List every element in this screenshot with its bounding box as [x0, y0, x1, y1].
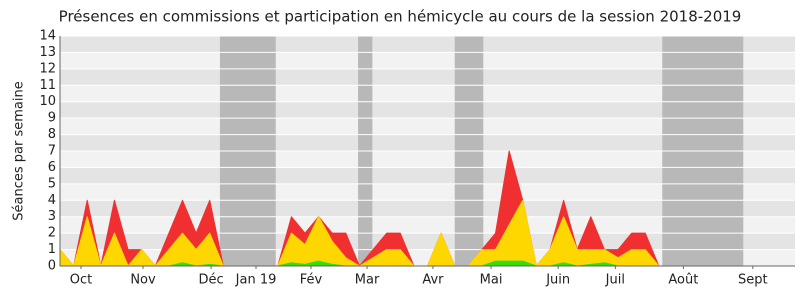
x-tick-label: Nov — [130, 273, 156, 288]
x-tick-label: Déc — [199, 273, 224, 288]
y-tick-label: 14 — [39, 29, 56, 44]
y-tick-label: 7 — [48, 144, 56, 159]
y-tick-label: 12 — [39, 61, 56, 76]
y-tick-label: 2 — [48, 226, 56, 241]
x-tick-label: Avr — [422, 273, 444, 288]
y-tick-label: 13 — [39, 45, 56, 60]
x-tick-label: Jan 19 — [235, 273, 277, 288]
x-tick-label: Mar — [355, 273, 380, 288]
y-tick-label: 10 — [39, 94, 56, 109]
y-tick-label: 5 — [48, 176, 56, 191]
y-axis-label: Séances par semaine — [12, 81, 27, 220]
chart-title: Présences en commissions et participatio… — [59, 8, 742, 26]
y-tick-label: 8 — [48, 127, 56, 142]
y-tick-label: 1 — [48, 242, 56, 257]
y-tick-label: 9 — [48, 111, 56, 126]
x-tick-label: Oct — [70, 273, 92, 288]
y-tick-label: 11 — [39, 78, 56, 93]
y-tick-label: 0 — [48, 259, 56, 274]
y-tick-label: 6 — [48, 160, 56, 175]
x-tick-label: Août — [668, 273, 698, 288]
x-tick-label: Sept — [738, 273, 768, 288]
x-tick-label: Juil — [605, 273, 625, 288]
x-tick-label: Fév — [300, 273, 323, 288]
x-tick-label: Mai — [480, 273, 503, 288]
x-tick-label: Juin — [545, 273, 570, 288]
y-tick-label: 3 — [48, 209, 56, 224]
y-tick-label: 4 — [48, 193, 56, 208]
